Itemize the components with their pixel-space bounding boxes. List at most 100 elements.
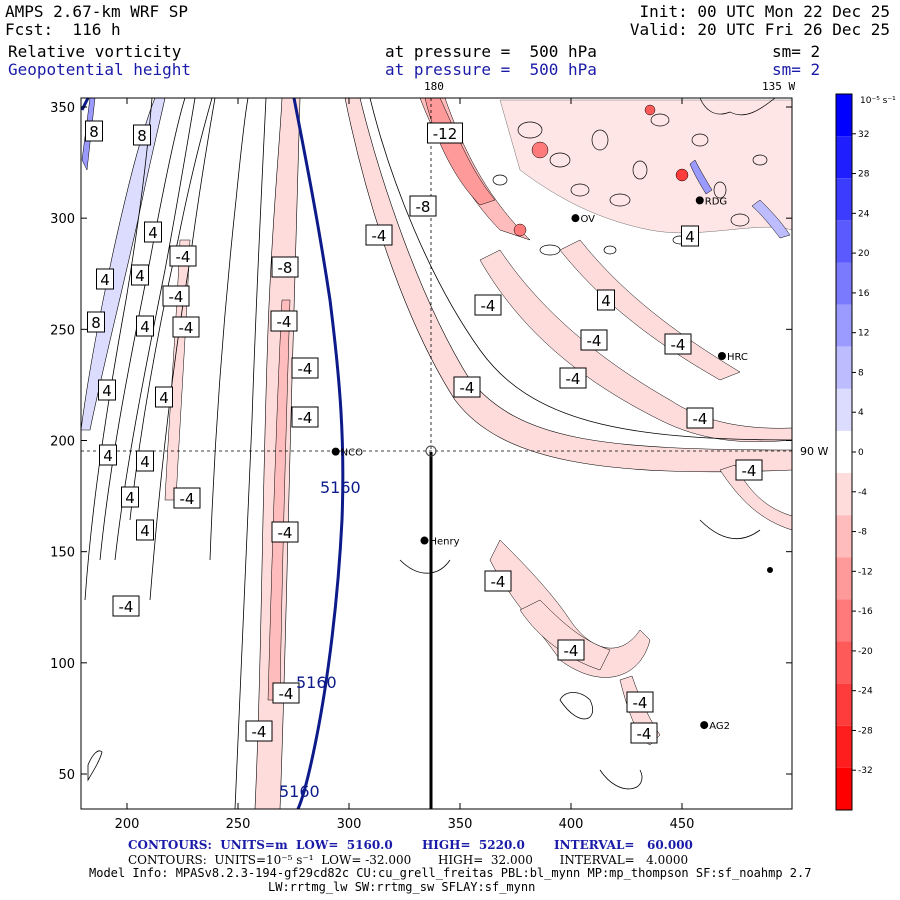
vorticity-label-box bbox=[270, 310, 298, 332]
vorticity-label: 4 bbox=[103, 447, 113, 465]
footer-model-info: Model Info: MPASv8.2.3-194-gf29cd82c CU:… bbox=[89, 866, 812, 880]
vorticity-label-box bbox=[474, 294, 502, 316]
colorbar-label: -16 bbox=[858, 607, 873, 617]
vorticity-label-box bbox=[173, 487, 201, 509]
forecast-hour: Fcst: 116 h bbox=[5, 20, 121, 39]
station-marker bbox=[717, 352, 726, 361]
colorbar-label: 28 bbox=[858, 170, 870, 180]
x-tick-label: 300 bbox=[337, 817, 362, 832]
station-label: NCO bbox=[341, 448, 363, 459]
vorticity-label: -4 bbox=[298, 360, 313, 378]
y-tick-label: 250 bbox=[50, 323, 75, 338]
footer-vorticity-contours: CONTOURS: UNITS=10⁻⁵ s⁻¹ LOW= -32.000 HI… bbox=[128, 853, 689, 867]
vorticity-label-box bbox=[291, 357, 319, 379]
convective-cells bbox=[492, 98, 776, 256]
vorticity-label-box bbox=[136, 315, 154, 337]
model-title: AMPS 2.67-km WRF SP bbox=[5, 2, 189, 21]
vorticity-label-box bbox=[484, 570, 512, 592]
vorticity-label: -4 bbox=[742, 462, 757, 480]
vorticity-label: -4 bbox=[252, 723, 267, 741]
height-label: 5160 bbox=[296, 673, 337, 692]
colorbar-swatch bbox=[836, 683, 852, 726]
stations: NCO Henry HRC AG2 RDG OV bbox=[331, 196, 748, 732]
vorticity-label: 4 bbox=[148, 224, 158, 242]
vorticity-label-box bbox=[409, 195, 437, 217]
y-tick-label: 300 bbox=[50, 212, 75, 227]
station-label: OV bbox=[580, 214, 595, 225]
vorticity-label-box bbox=[271, 256, 299, 278]
colorbar-swatch bbox=[836, 725, 852, 768]
vorticity-label-box bbox=[557, 639, 585, 661]
vorticity-label: -4 bbox=[298, 409, 313, 427]
field2-name: Geopotential height bbox=[8, 60, 192, 79]
colorbar-label: -24 bbox=[858, 687, 873, 697]
vorticity-label-box bbox=[681, 225, 699, 247]
plot-frame bbox=[80, 97, 793, 810]
field1-name: Relative vorticity bbox=[8, 42, 182, 61]
x-tick-label: 400 bbox=[559, 817, 584, 832]
vorticity-label: -4 bbox=[180, 490, 195, 508]
vorticity-label-box bbox=[136, 450, 154, 472]
height-label: 5160 bbox=[279, 782, 320, 801]
vorticity-label-box bbox=[133, 124, 151, 146]
vorticity-label-box bbox=[87, 311, 105, 333]
colorbar-swatch bbox=[836, 430, 852, 474]
height-label: 5160 bbox=[320, 478, 361, 497]
colorbar-swatch bbox=[836, 388, 852, 431]
station-marker bbox=[331, 447, 340, 456]
y-tick-label: 200 bbox=[50, 435, 75, 450]
x-tick-label: 350 bbox=[448, 817, 473, 832]
x-tick-label: 200 bbox=[115, 817, 140, 832]
vorticity-label: -4 bbox=[637, 725, 652, 743]
y-tick-label: 350 bbox=[50, 101, 75, 116]
vorticity-label-box bbox=[144, 221, 162, 243]
map-panel: 200 250 300 350 400 450 50100150200250300350 … bbox=[50, 97, 828, 832]
colorbar-label: -20 bbox=[858, 647, 873, 657]
colorbar-swatch bbox=[836, 557, 852, 600]
colorbar-swatch bbox=[836, 136, 852, 179]
vorticity-label-box bbox=[169, 245, 197, 267]
vorticity-label: -4 bbox=[481, 297, 496, 315]
footer-physics: LW:rrtmg_lw SW:rrtmg_sw SFLAY:sf_mynn bbox=[268, 880, 536, 894]
vorticity-label: -4 bbox=[564, 642, 579, 660]
vorticity-label: -4 bbox=[587, 332, 602, 350]
field1-smooth: sm= 2 bbox=[772, 42, 821, 61]
vorticity-label: 4 bbox=[685, 228, 695, 246]
vorticity-label-box bbox=[686, 407, 714, 429]
colorbar-swatch bbox=[836, 473, 852, 516]
vorticity-label: -12 bbox=[433, 125, 458, 143]
vorticity-label: -4 bbox=[119, 598, 134, 616]
colorbar-label: -12 bbox=[858, 567, 873, 577]
x-tick-label: 250 bbox=[226, 817, 251, 832]
station-marker bbox=[695, 196, 704, 205]
vorticity-label-box bbox=[155, 386, 173, 408]
vorticity-label: 4 bbox=[135, 267, 145, 285]
colorbar-swatch bbox=[836, 767, 852, 810]
y-tick-label: 50 bbox=[58, 768, 75, 783]
y-tick-label: 150 bbox=[50, 546, 75, 561]
vorticity-label: 4 bbox=[601, 292, 611, 310]
colorbar-swatch bbox=[836, 262, 852, 305]
vorticity-label-box bbox=[291, 406, 319, 428]
vorticity-label-box bbox=[121, 486, 139, 508]
pole-marker bbox=[425, 445, 437, 457]
vorticity-label: -4 bbox=[372, 227, 387, 245]
vorticity-label-box bbox=[626, 691, 654, 713]
colorbar-label: 20 bbox=[858, 249, 870, 259]
vorticity-label: -4 bbox=[179, 319, 194, 337]
vorticity-label: -4 bbox=[279, 685, 294, 703]
colorbar-label: -4 bbox=[858, 488, 867, 498]
height-contour-northwest bbox=[81, 98, 90, 111]
vorticity-label: -4 bbox=[491, 573, 506, 591]
vorticity-label: -8 bbox=[278, 259, 293, 277]
vorticity-label: 4 bbox=[125, 489, 135, 507]
colorbar-label: 12 bbox=[858, 329, 869, 339]
vorticity-label: -4 bbox=[176, 248, 191, 266]
vorticity-labels: 8 8 4 -4 -8 -4 -4 -4 -12 -8 -4 -4 -4 -4 -4 -4 -4 -4 -4 -4 -4… bbox=[85, 120, 763, 744]
colorbar-swatch bbox=[836, 599, 852, 642]
vorticity-label-box bbox=[597, 289, 615, 311]
colorbar-label: 4 bbox=[858, 408, 864, 418]
vorticity-label: -8 bbox=[416, 198, 431, 216]
colorbar-label: -28 bbox=[858, 726, 873, 736]
station-label: AG2 bbox=[709, 721, 730, 732]
